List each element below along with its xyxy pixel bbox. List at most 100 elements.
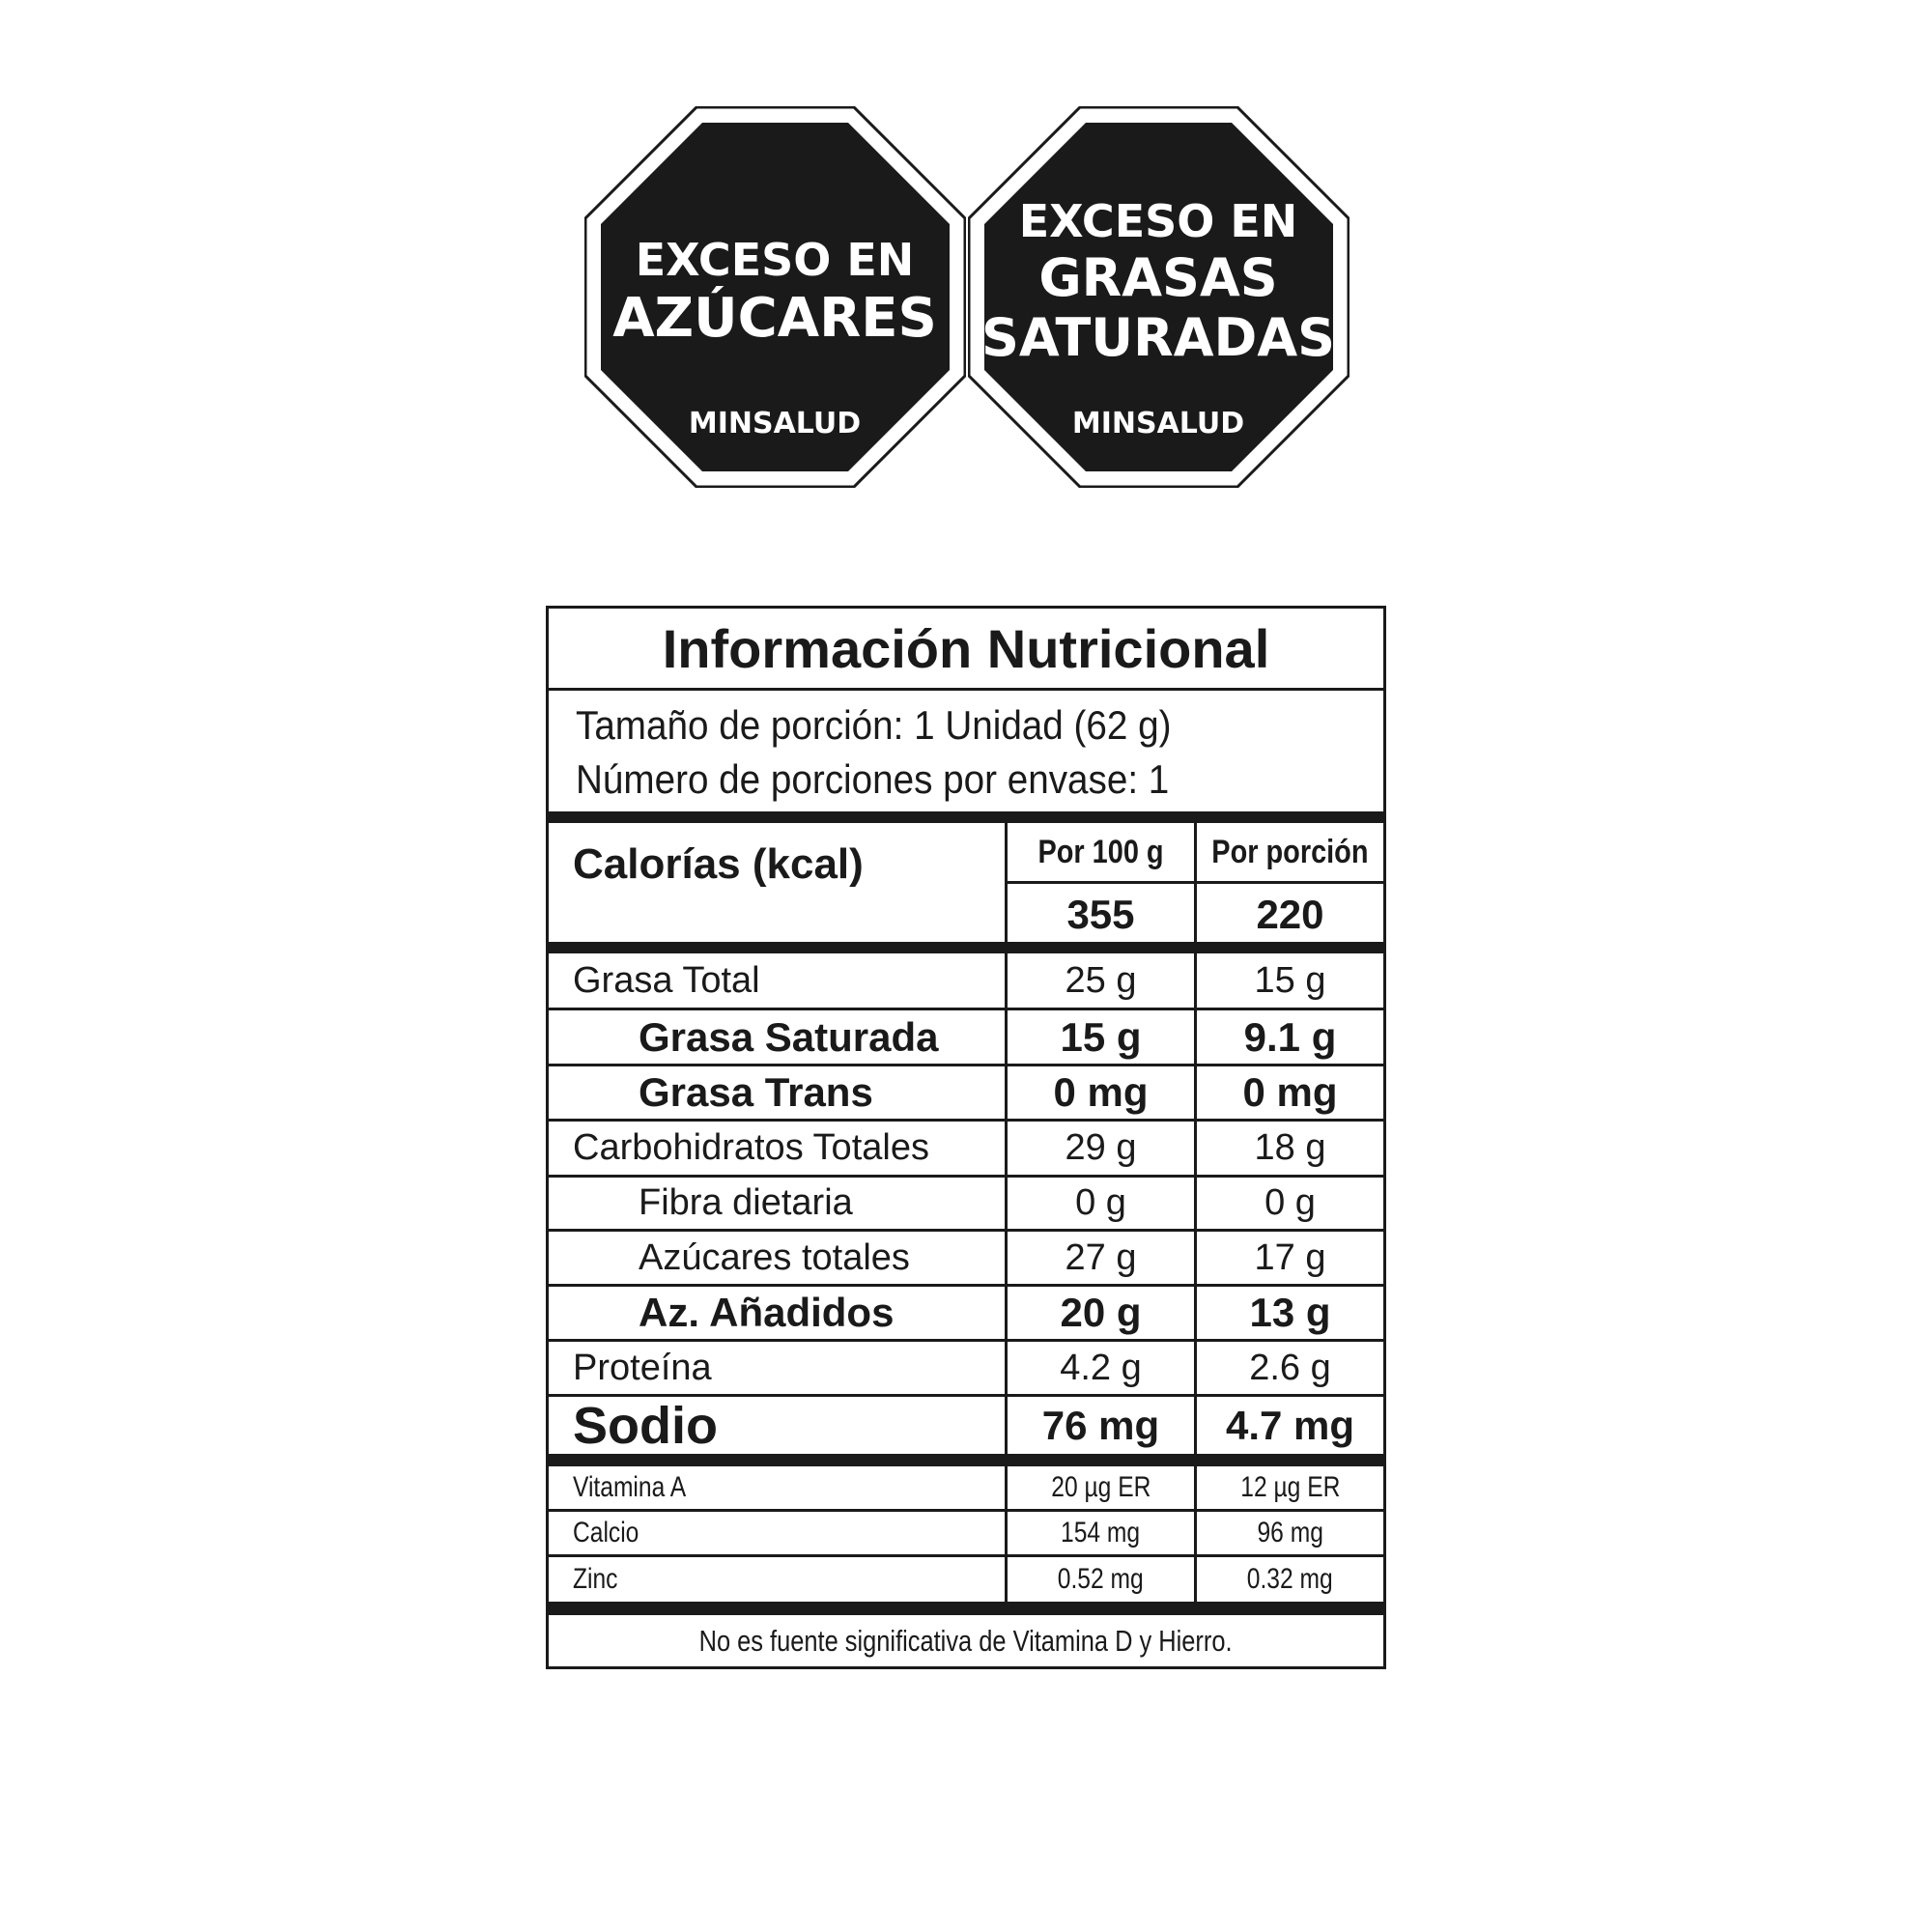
- nutrient-perserving: 18 g: [1254, 1127, 1326, 1168]
- nutrient-name: Sodio: [573, 1396, 718, 1455]
- per100-cell: Por 100 g 355: [1008, 823, 1197, 945]
- warning-seal-saturated-fat: EXCESO EN GRASAS SATURADAS MINSALUD: [968, 106, 1350, 488]
- nutrient-name-cell: Azúcares totales: [549, 1232, 1008, 1284]
- seal-line: GRASAS: [1038, 247, 1277, 308]
- divider: [549, 1454, 1383, 1466]
- micronutrient-name: Zinc: [573, 1563, 618, 1595]
- calories-per100: 355: [1066, 891, 1135, 937]
- nutrient-per100: 29 g: [1065, 1127, 1137, 1168]
- seal-authority: MINSALUD: [689, 407, 861, 440]
- calories-perserving: 220: [1256, 891, 1324, 937]
- column-header-per100: Por 100 g: [1037, 833, 1164, 870]
- nutrient-per100-cell: 29 g: [1008, 1122, 1197, 1175]
- nutrient-perserving: 13 g: [1249, 1290, 1331, 1335]
- micronutrient-name: Vitamina A: [573, 1471, 687, 1503]
- seal-authority: MINSALUD: [1072, 407, 1244, 440]
- micronutrient-perserving-cell: 0.32 mg: [1197, 1557, 1383, 1602]
- calories-row: Calorías (kcal) Por 100 g 355 Por porció…: [549, 823, 1383, 945]
- nutrient-per100: 20 g: [1060, 1290, 1142, 1335]
- nutrient-row: Sodio 76 mg 4.7 mg: [549, 1396, 1383, 1455]
- micronutrient-per100-cell: 20 µg ER: [1008, 1466, 1197, 1509]
- nutrient-per100: 0 g: [1075, 1182, 1126, 1223]
- nutrient-row: Fibra dietaria 0 g 0 g: [549, 1178, 1383, 1232]
- nutrient-name: Carbohidratos Totales: [573, 1127, 929, 1168]
- nutrient-per100-cell: 20 g: [1008, 1287, 1197, 1339]
- nutrient-name-cell: Grasa Saturada: [549, 1010, 1008, 1064]
- micronutrient-perserving-cell: 12 µg ER: [1197, 1466, 1383, 1509]
- nutrition-facts-table: Información Nutricional Tamaño de porció…: [546, 606, 1386, 1669]
- nutrient-perserving: 2.6 g: [1249, 1347, 1331, 1388]
- nutrient-row: Grasa Saturada 15 g 9.1 g: [549, 1010, 1383, 1066]
- title-row: Información Nutricional: [549, 609, 1383, 691]
- nutrient-per100: 4.2 g: [1060, 1347, 1142, 1388]
- nutrient-perserving-cell: 0 g: [1197, 1178, 1383, 1229]
- micronutrient-perserving-cell: 96 mg: [1197, 1512, 1383, 1554]
- nutrient-name: Proteína: [573, 1347, 712, 1388]
- divider: [549, 811, 1383, 823]
- nutrient-per100: 76 mg: [1041, 1402, 1160, 1448]
- nutrient-row: Grasa Total 25 g 15 g: [549, 953, 1383, 1010]
- seal-line: AZÚCARES: [612, 287, 937, 350]
- micronutrient-row: Vitamina A 20 µg ER 12 µg ER: [549, 1466, 1383, 1512]
- column-header-perserving: Por porción: [1211, 833, 1369, 870]
- nutrient-per100: 0 mg: [1053, 1069, 1149, 1115]
- footnote-row: No es fuente significativa de Vitamina D…: [549, 1615, 1383, 1666]
- nutrient-row: Grasa Trans 0 mg 0 mg: [549, 1066, 1383, 1122]
- nutrient-per100-cell: 0 mg: [1008, 1066, 1197, 1119]
- nutrient-per100-cell: 15 g: [1008, 1010, 1197, 1064]
- servings-per-container: Número de porciones por envase: 1: [576, 756, 1170, 802]
- nutrient-name: Az. Añadidos: [639, 1290, 895, 1335]
- nutrient-per100: 25 g: [1065, 959, 1137, 1001]
- micronutrient-per100-cell: 0.52 mg: [1008, 1557, 1197, 1602]
- nutrient-perserving-cell: 13 g: [1197, 1287, 1383, 1339]
- seal-line: SATURADAS: [981, 307, 1335, 368]
- nutrient-name-cell: Fibra dietaria: [549, 1178, 1008, 1229]
- nutrient-per100-cell: 76 mg: [1008, 1397, 1197, 1454]
- micronutrient-per100: 154 mg: [1061, 1517, 1141, 1548]
- nutrient-perserving-cell: 18 g: [1197, 1122, 1383, 1175]
- nutrient-per100: 27 g: [1065, 1236, 1137, 1278]
- nutrient-name: Grasa Saturada: [639, 1013, 939, 1060]
- nutrient-row: Azúcares totales 27 g 17 g: [549, 1232, 1383, 1287]
- nutrient-per100: 15 g: [1060, 1013, 1142, 1060]
- nutrient-name-cell: Grasa Trans: [549, 1066, 1008, 1119]
- serving-info: Tamaño de porción: 1 Unidad (62 g) Númer…: [576, 691, 1223, 814]
- nutrient-name-cell: Grasa Total: [549, 953, 1008, 1008]
- nutrient-name-cell: Carbohidratos Totales: [549, 1122, 1008, 1175]
- nutrient-perserving: 15 g: [1254, 959, 1326, 1001]
- calories-label: Calorías (kcal): [573, 840, 864, 888]
- nutrient-per100-cell: 0 g: [1008, 1178, 1197, 1229]
- micronutrient-perserving: 12 µg ER: [1239, 1471, 1341, 1503]
- nutrient-perserving-cell: 4.7 mg: [1197, 1397, 1383, 1454]
- nutrient-per100-cell: 4.2 g: [1008, 1342, 1197, 1394]
- nutrient-perserving-cell: 9.1 g: [1197, 1010, 1383, 1064]
- micronutrient-name: Calcio: [573, 1517, 639, 1548]
- divider: [549, 942, 1383, 953]
- divider: [549, 1602, 1383, 1615]
- warning-seal-sugars: EXCESO EN AZÚCARES MINSALUD: [584, 106, 966, 488]
- micronutrient-row: Zinc 0.52 mg 0.32 mg: [549, 1557, 1383, 1602]
- nutrient-name: Grasa Total: [573, 959, 760, 1001]
- calories-label-cell: Calorías (kcal): [549, 823, 1008, 945]
- nutrient-perserving-cell: 2.6 g: [1197, 1342, 1383, 1394]
- seal-line: EXCESO EN: [1019, 195, 1298, 247]
- micronutrient-row: Calcio 154 mg 96 mg: [549, 1512, 1383, 1557]
- nutrient-name: Fibra dietaria: [639, 1182, 853, 1223]
- seal-line: EXCESO EN: [636, 234, 915, 286]
- nutrient-per100-cell: 25 g: [1008, 953, 1197, 1008]
- nutrient-per100-cell: 27 g: [1008, 1232, 1197, 1284]
- nutrient-perserving: 9.1 g: [1243, 1013, 1337, 1060]
- nutrient-perserving: 0 mg: [1242, 1069, 1338, 1115]
- micronutrient-name-cell: Calcio: [549, 1512, 1008, 1554]
- nutrient-perserving-cell: 15 g: [1197, 953, 1383, 1008]
- micronutrient-per100-cell: 154 mg: [1008, 1512, 1197, 1554]
- micronutrient-perserving: 0.32 mg: [1247, 1563, 1333, 1595]
- micronutrient-per100: 0.52 mg: [1058, 1563, 1144, 1595]
- nutrient-row: Az. Añadidos 20 g 13 g: [549, 1287, 1383, 1342]
- nutrient-name-cell: Proteína: [549, 1342, 1008, 1394]
- micronutrient-name-cell: Vitamina A: [549, 1466, 1008, 1509]
- perserving-cell: Por porción 220: [1197, 823, 1383, 945]
- footnote: No es fuente significativa de Vitamina D…: [699, 1623, 1233, 1658]
- nutrient-perserving-cell: 17 g: [1197, 1232, 1383, 1284]
- nutrient-row: Proteína 4.2 g 2.6 g: [549, 1342, 1383, 1397]
